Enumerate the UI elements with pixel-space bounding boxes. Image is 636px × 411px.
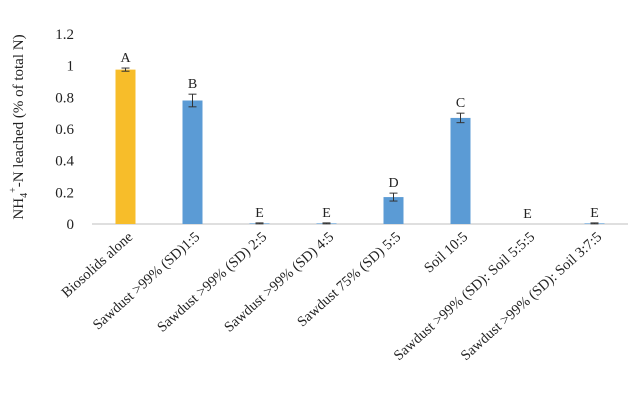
bar: [450, 117, 471, 224]
bar: [182, 100, 203, 224]
y-tick-label: 1.2: [55, 27, 74, 43]
significance-letter: C: [456, 96, 465, 111]
significance-letter: A: [120, 51, 131, 66]
y-tick-label: 0.8: [55, 90, 74, 106]
category-label: Soil 10:5: [421, 229, 471, 276]
y-axis-label-part-2: -N leached (% of total N): [11, 34, 27, 187]
bar: [383, 197, 404, 224]
category-label: Sawdust >99% (SD): Soil 5:5:5: [391, 229, 538, 364]
bars: A B E E D C E E: [115, 51, 605, 225]
y-axis-label: NH4+-N leached (% of total N): [8, 34, 30, 219]
y-tick-label: 0: [67, 217, 75, 233]
bar: [115, 69, 136, 224]
significance-letter: B: [188, 77, 197, 92]
category-label: Sawdust >99% (SD): Soil 3:7:5: [458, 229, 605, 364]
significance-letter: E: [322, 206, 331, 221]
significance-letter: E: [523, 207, 532, 222]
category-label: Sawdust >99% (SD) 4:5: [221, 229, 337, 336]
significance-letter: D: [388, 176, 398, 191]
significance-letter: E: [590, 206, 599, 221]
y-axis-label-subscript: 4: [19, 193, 30, 198]
significance-letter: E: [255, 206, 264, 221]
y-axis-label-part-1: NH: [11, 198, 27, 220]
y-tick-label: 0.6: [55, 122, 74, 138]
y-tick-label: 0.4: [55, 154, 74, 170]
category-label: Sawdust >99% (SD) 2:5: [154, 229, 270, 336]
y-tick-label: 1: [67, 59, 75, 75]
y-axis-ticks: 0 0.2 0.4 0.6 0.8 1 1.2: [55, 27, 74, 233]
y-axis-label-superscript: +: [8, 187, 19, 193]
y-tick-label: 0.2: [55, 185, 74, 201]
